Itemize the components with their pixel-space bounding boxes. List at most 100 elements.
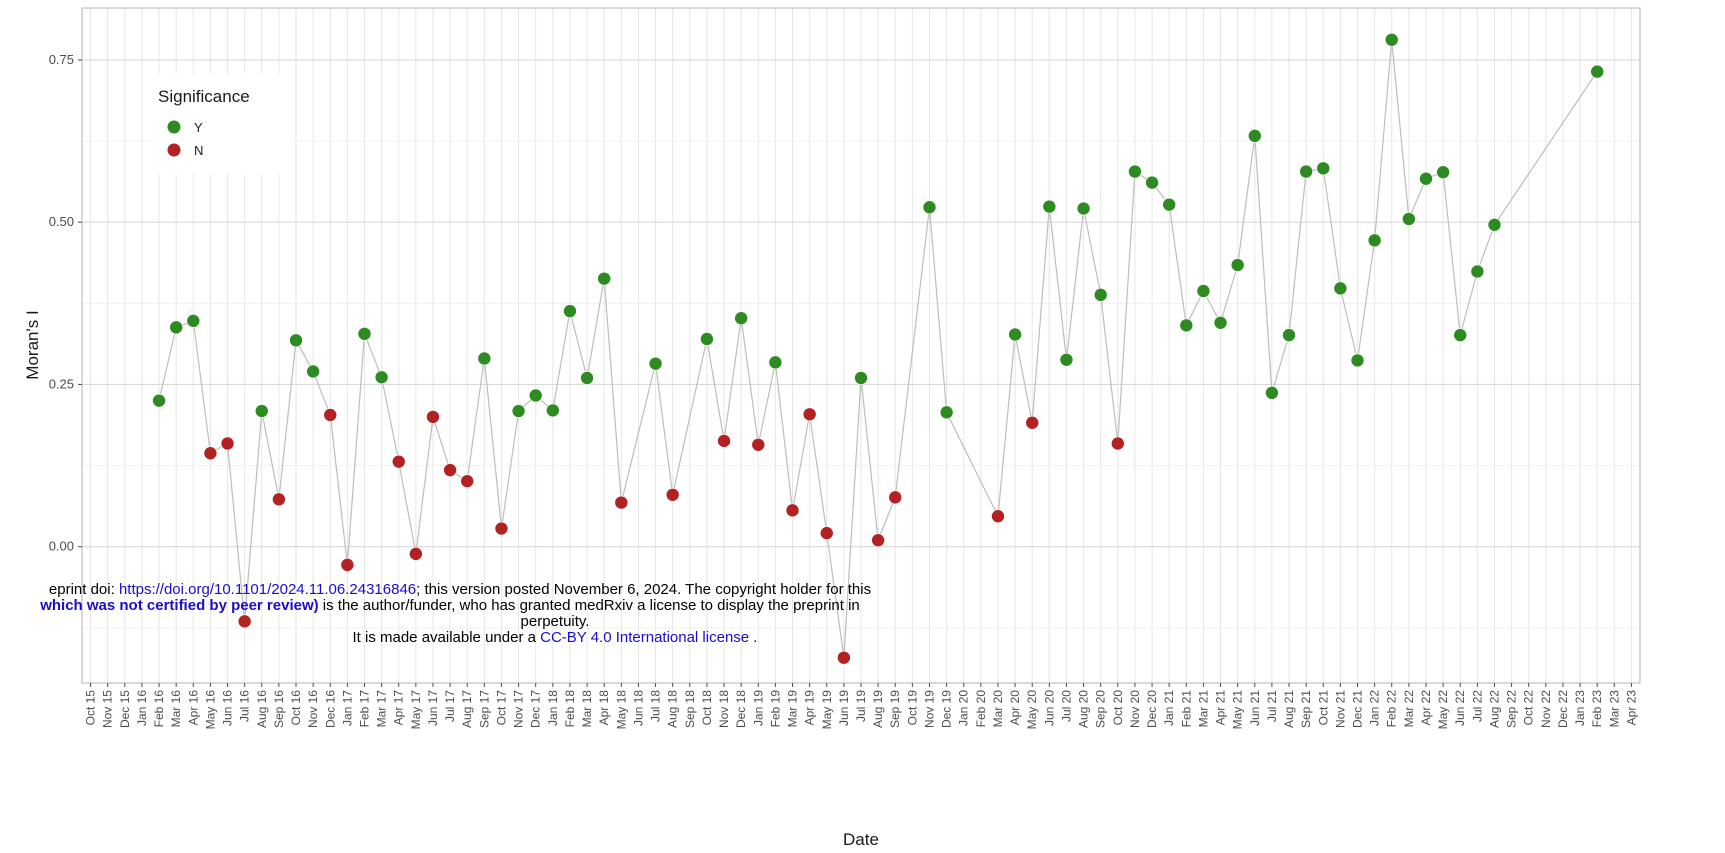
point-not-significant <box>443 463 457 477</box>
point-significant <box>357 327 372 341</box>
point-significant <box>700 332 714 346</box>
point-significant <box>1042 199 1057 214</box>
y-tick-label: 0.50 <box>49 214 74 229</box>
point-significant <box>597 271 611 286</box>
y-tick-label: 0.25 <box>49 376 74 391</box>
legend-label-y: Y <box>194 120 203 135</box>
x-tick-label: Sep 18 <box>683 690 697 728</box>
point-significant <box>1316 161 1331 176</box>
point-significant <box>254 404 269 418</box>
point-significant <box>169 320 183 335</box>
x-tick-label: May 20 <box>1025 690 1039 730</box>
x-tick-label: Feb 19 <box>768 690 782 728</box>
x-tick-label: Jun 16 <box>221 690 235 726</box>
point-not-significant <box>426 410 440 424</box>
point-significant <box>1453 328 1468 342</box>
x-tick-label: Jan 18 <box>546 690 560 726</box>
point-significant <box>152 393 166 408</box>
x-tick-label: Dec 15 <box>118 690 132 728</box>
x-tick-label: Nov 18 <box>717 690 731 728</box>
x-tick-label: Jun 18 <box>631 690 645 726</box>
point-significant <box>1076 201 1091 216</box>
x-tick-label: Sep 20 <box>1094 690 1108 728</box>
data-points <box>152 33 1604 665</box>
x-tick-label: Nov 22 <box>1539 690 1553 728</box>
x-tick-label: Mar 21 <box>1196 690 1210 728</box>
x-tick-label: Aug 21 <box>1282 690 1296 728</box>
x-tick-label: Apr 17 <box>392 690 406 726</box>
point-not-significant <box>1025 415 1040 430</box>
point-significant <box>1059 352 1074 367</box>
x-tick-label: Oct 16 <box>289 690 303 726</box>
x-tick-label: Jul 21 <box>1265 690 1279 722</box>
y-axis-title: Moran's I <box>23 310 42 379</box>
point-significant <box>528 388 543 403</box>
point-not-significant <box>203 446 218 461</box>
legend-key-y <box>167 120 181 134</box>
x-tick-label: Apr 16 <box>186 690 200 726</box>
x-tick-label: Nov 20 <box>1128 690 1142 728</box>
watermark-line-4: It is made available under a CC-BY 4.0 I… <box>0 630 1110 646</box>
x-tick-label: Jan 17 <box>340 690 354 726</box>
doi-link[interactable]: https://doi.org/10.1101/2024.11.06.24316… <box>118 581 417 598</box>
point-significant <box>1145 175 1159 190</box>
point-significant <box>1384 33 1399 47</box>
x-tick-label: Feb 20 <box>974 690 988 728</box>
point-significant <box>1436 165 1450 180</box>
point-not-significant <box>785 503 800 518</box>
x-tick-label: Nov 21 <box>1333 690 1347 728</box>
x-tick-label: Jun 20 <box>1042 690 1056 726</box>
x-tick-label: May 17 <box>409 690 423 730</box>
x-tick-label: Jul 18 <box>649 690 663 722</box>
point-significant <box>511 404 526 418</box>
x-tick-label: Dec 18 <box>734 690 748 728</box>
x-tick-label: Feb 18 <box>563 690 577 728</box>
watermark-license-suffix: . <box>749 629 758 646</box>
x-axis-title: Date <box>843 830 879 849</box>
x-axis: Oct 15 Nov 15 Dec 15 Jan 16 Feb 16 Mar 16 Apr … <box>84 683 1638 730</box>
x-tick-label: Feb 21 <box>1179 690 1193 728</box>
legend-key-n <box>167 143 181 157</box>
point-not-significant <box>837 650 851 665</box>
point-not-significant <box>614 495 629 510</box>
point-significant <box>734 311 748 326</box>
x-tick-label: Jan 19 <box>751 690 765 726</box>
watermark-license-prefix: It is made available under a <box>352 629 541 646</box>
x-tick-label: Jun 19 <box>837 690 851 726</box>
watermark-line-2: which was not certified by peer review) … <box>0 598 1110 614</box>
x-tick-label: Feb 17 <box>357 690 371 728</box>
x-tick-label: Aug 17 <box>460 690 474 728</box>
y-axis: 0.00 0.25 0.50 0.75 <box>49 52 82 554</box>
x-tick-label: Apr 19 <box>803 690 817 726</box>
x-tick-label: Dec 22 <box>1556 690 1570 728</box>
x-tick-label: May 21 <box>1231 690 1245 730</box>
x-tick-label: Sep 17 <box>477 690 491 728</box>
x-tick-label: Mar 22 <box>1402 690 1416 728</box>
point-significant <box>1179 318 1194 333</box>
x-tick-label: Oct 19 <box>905 690 919 726</box>
point-significant <box>1247 129 1262 143</box>
y-tick-label: 0.00 <box>49 539 74 554</box>
point-significant <box>580 371 594 385</box>
point-significant <box>1093 288 1108 302</box>
legend-title: Significance <box>158 87 250 106</box>
point-significant <box>1350 353 1365 368</box>
point-significant <box>854 371 868 385</box>
point-not-significant <box>991 509 1005 523</box>
x-tick-label: Jan 20 <box>957 690 971 726</box>
point-significant <box>1162 197 1176 212</box>
x-tick-label: Jul 20 <box>1059 690 1073 722</box>
license-link[interactable]: CC-BY 4.0 International license <box>540 629 750 646</box>
x-tick-label: Jan 16 <box>135 690 149 726</box>
point-not-significant <box>1111 436 1125 451</box>
legend: Significance Y N <box>150 74 290 174</box>
point-not-significant <box>409 547 423 561</box>
point-not-significant <box>391 454 406 469</box>
x-tick-label: Apr 22 <box>1419 690 1433 726</box>
x-tick-label: May 16 <box>203 690 217 730</box>
point-significant <box>939 405 954 420</box>
x-tick-label: Aug 22 <box>1487 690 1501 728</box>
point-significant <box>1299 164 1313 179</box>
legend-label-n: N <box>194 143 203 158</box>
